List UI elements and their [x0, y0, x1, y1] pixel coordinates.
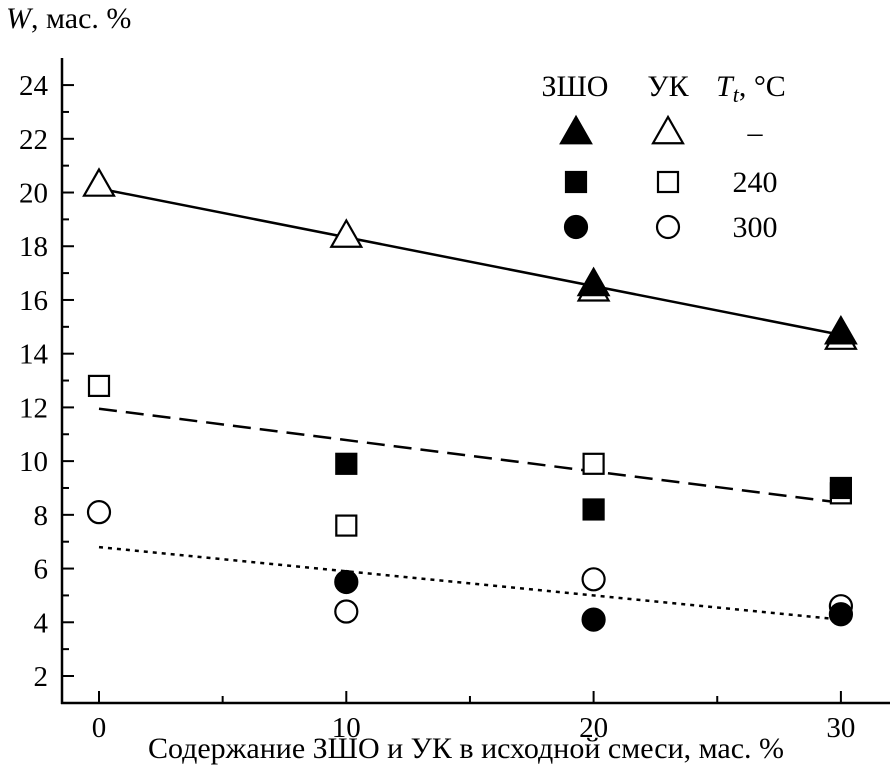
legend-marker-filled: [559, 114, 593, 145]
legend-marker-open: [656, 170, 680, 194]
fit-line-dotted: [98, 545, 842, 621]
y-tick-label: 4: [34, 607, 49, 639]
data-point-circle-filled: [828, 602, 854, 627]
data-point-square-open: [87, 374, 111, 398]
fit-lines: [98, 187, 842, 621]
x-axis-label: Содержание ЗШО и УК в исходной смеси, ма…: [148, 732, 784, 765]
legend-marker-open: [655, 214, 681, 240]
y-tick-label: 8: [34, 500, 49, 532]
y-tick-label: 14: [19, 339, 49, 371]
legend-header-temperature: Tt, °C: [716, 70, 786, 107]
data-point-circle-open: [581, 567, 606, 592]
data-point-square-open: [335, 514, 358, 537]
data-point-square-filled: [582, 498, 605, 521]
y-tick-label: 6: [34, 554, 49, 586]
fit-line-solid: [98, 187, 842, 337]
legend-marker-filled: [563, 214, 589, 240]
y-axis-label-unit: , мас. %: [31, 2, 131, 35]
data-point-square-filled: [335, 452, 358, 475]
fit-line-dashed: [98, 407, 842, 504]
y-axis-label: W, мас. %: [6, 2, 131, 35]
data-point-triangle-open: [329, 218, 364, 248]
y-tick-label: 24: [19, 70, 49, 102]
y-tick-label: 16: [19, 285, 48, 317]
data-point-triangle-filled: [576, 266, 611, 297]
data-point-circle-open: [86, 500, 112, 525]
y-tick-label: 2: [34, 661, 49, 693]
legend-marker-filled: [564, 170, 588, 194]
data-point-triangle-open: [82, 167, 116, 197]
y-tick-label: 10: [19, 446, 48, 478]
legend-header: ЗШО: [542, 70, 609, 103]
data-point-square-open: [582, 452, 605, 475]
legend: ЗШО УК Tt, °C – 240 300: [542, 70, 786, 244]
legend-temp-label: 300: [733, 211, 778, 244]
y-tick-label: 12: [19, 392, 48, 424]
x-tick-label: 20: [579, 712, 608, 744]
data-point-circle-filled: [334, 569, 359, 595]
legend-header: УК: [647, 70, 689, 103]
y-axis-label-symbol: W: [6, 2, 34, 35]
x-tick-label: 0: [92, 712, 107, 744]
data-point-circle-filled: [581, 607, 606, 632]
x-tick-label: 30: [826, 712, 855, 744]
data-point-square-filled: [829, 476, 853, 500]
data-point-triangle-filled: [824, 314, 858, 345]
data-point-circle-open: [334, 599, 359, 624]
y-tick-label: 22: [19, 124, 48, 156]
legend-temp-label: 240: [733, 166, 778, 199]
legend-temp-label: –: [747, 116, 764, 149]
y-tick-label: 18: [19, 231, 48, 263]
legend-marker-open: [651, 114, 685, 145]
x-tick-label: 10: [332, 712, 361, 744]
y-tick-label: 20: [19, 178, 48, 210]
data-points: [82, 167, 858, 632]
